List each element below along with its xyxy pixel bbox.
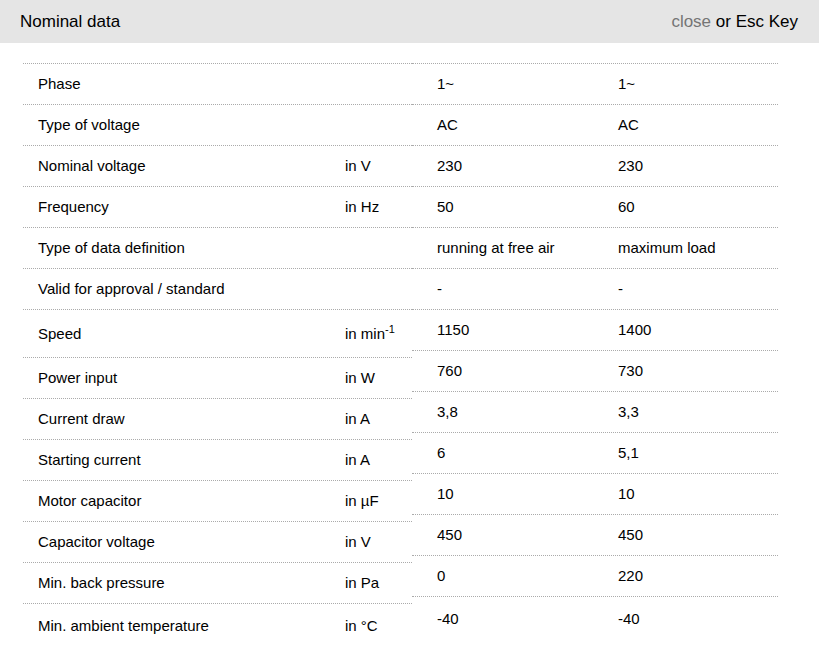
dialog-close-area: close or Esc Key [671, 12, 798, 32]
row-value-2: 1400 [593, 321, 778, 339]
row-label: Power input [23, 369, 345, 387]
row-unit: in Pa [345, 574, 412, 592]
table-row: Type of data definition [23, 228, 412, 269]
table-row-values: running at free airmaximum load [412, 228, 778, 269]
table-row-values: 65,1 [412, 433, 778, 474]
row-value-1: - [412, 280, 593, 298]
unit-superscript: -1 [385, 323, 395, 335]
row-value-1: -40 [412, 610, 593, 628]
row-label: Valid for approval / standard [23, 280, 345, 298]
row-value-2: 450 [593, 526, 778, 544]
row-label: Starting current [23, 451, 345, 469]
row-unit: in A [345, 451, 412, 469]
table-row-values: 760730 [412, 351, 778, 392]
row-value-2: 5,1 [593, 444, 778, 462]
row-value-2: AC [593, 116, 778, 134]
table-row: Phase [23, 64, 412, 105]
table-row-values: 5060 [412, 187, 778, 228]
row-unit: in V [345, 157, 412, 175]
table-row-values: 230230 [412, 146, 778, 187]
row-value-2: - [593, 280, 778, 298]
row-label: Min. back pressure [23, 574, 345, 592]
esc-key-hint: or Esc Key [711, 12, 798, 31]
table-row: Starting currentin A [23, 440, 412, 481]
table-row: Nominal voltagein V [23, 146, 412, 187]
row-unit: in V [345, 533, 412, 551]
row-unit: in µF [345, 492, 412, 510]
row-label: Phase [23, 75, 345, 93]
row-label: Current draw [23, 410, 345, 428]
row-value-2: 3,3 [593, 403, 778, 421]
row-value-2: 1~ [593, 75, 778, 93]
table-row-values: 0220 [412, 556, 778, 597]
row-value-2: 60 [593, 198, 778, 216]
row-label: Min. ambient temperature [23, 617, 345, 635]
row-value-2: 10 [593, 485, 778, 503]
row-value-1: 450 [412, 526, 593, 544]
row-value-2: 730 [593, 362, 778, 380]
row-value-1: 10 [412, 485, 593, 503]
row-label: Nominal voltage [23, 157, 345, 175]
row-value-1: 1150 [412, 321, 593, 339]
table-row-values: 11501400 [412, 310, 778, 351]
dialog-header: Nominal data close or Esc Key [0, 0, 819, 43]
row-value-1: 6 [412, 444, 593, 462]
table-row: Valid for approval / standard [23, 269, 412, 310]
table-row: Power inputin W [23, 358, 412, 399]
table-row-values: -- [412, 269, 778, 310]
row-value-1: 50 [412, 198, 593, 216]
table-right-block: 1~1~ACAC2302305060running at free airmax… [412, 63, 778, 641]
row-value-2: maximum load [593, 239, 778, 257]
row-value-1: 0 [412, 567, 593, 585]
table-row: Capacitor voltagein V [23, 522, 412, 563]
row-label: Motor capacitor [23, 492, 345, 510]
table-row: Min. back pressurein Pa [23, 563, 412, 604]
row-unit: in W [345, 369, 412, 387]
nominal-data-table: PhaseType of voltageNominal voltagein VF… [23, 63, 778, 648]
table-row-values: 3,83,3 [412, 392, 778, 433]
table-row-values: ACAC [412, 105, 778, 146]
table-row-values: 1010 [412, 474, 778, 515]
table-row: Min. ambient temperaturein °C [23, 604, 412, 648]
row-value-2: 220 [593, 567, 778, 585]
row-value-1: 3,8 [412, 403, 593, 421]
row-label: Type of voltage [23, 116, 345, 134]
row-value-2: 230 [593, 157, 778, 175]
table-row-values: 1~1~ [412, 64, 778, 105]
table-row: Motor capacitorin µF [23, 481, 412, 522]
table-left-block: PhaseType of voltageNominal voltagein VF… [23, 63, 412, 648]
row-label: Capacitor voltage [23, 533, 345, 551]
page-title: Nominal data [20, 12, 120, 32]
table-row: Speedin min-1 [23, 310, 412, 358]
row-value-2: -40 [593, 610, 778, 628]
table-row-values: 450450 [412, 515, 778, 556]
close-link[interactable]: close [671, 12, 711, 31]
row-unit: in min-1 [345, 325, 412, 343]
row-value-1: running at free air [412, 239, 593, 257]
row-label: Speed [23, 325, 345, 343]
table-row: Type of voltage [23, 105, 412, 146]
row-label: Frequency [23, 198, 345, 216]
row-value-1: 1~ [412, 75, 593, 93]
table-row-values: -40-40 [412, 597, 778, 641]
row-value-1: AC [412, 116, 593, 134]
row-unit: in A [345, 410, 412, 428]
table-row: Current drawin A [23, 399, 412, 440]
row-value-1: 760 [412, 362, 593, 380]
row-label: Type of data definition [23, 239, 345, 257]
row-value-1: 230 [412, 157, 593, 175]
row-unit: in °C [345, 617, 412, 635]
table-row: Frequencyin Hz [23, 187, 412, 228]
row-unit: in Hz [345, 198, 412, 216]
